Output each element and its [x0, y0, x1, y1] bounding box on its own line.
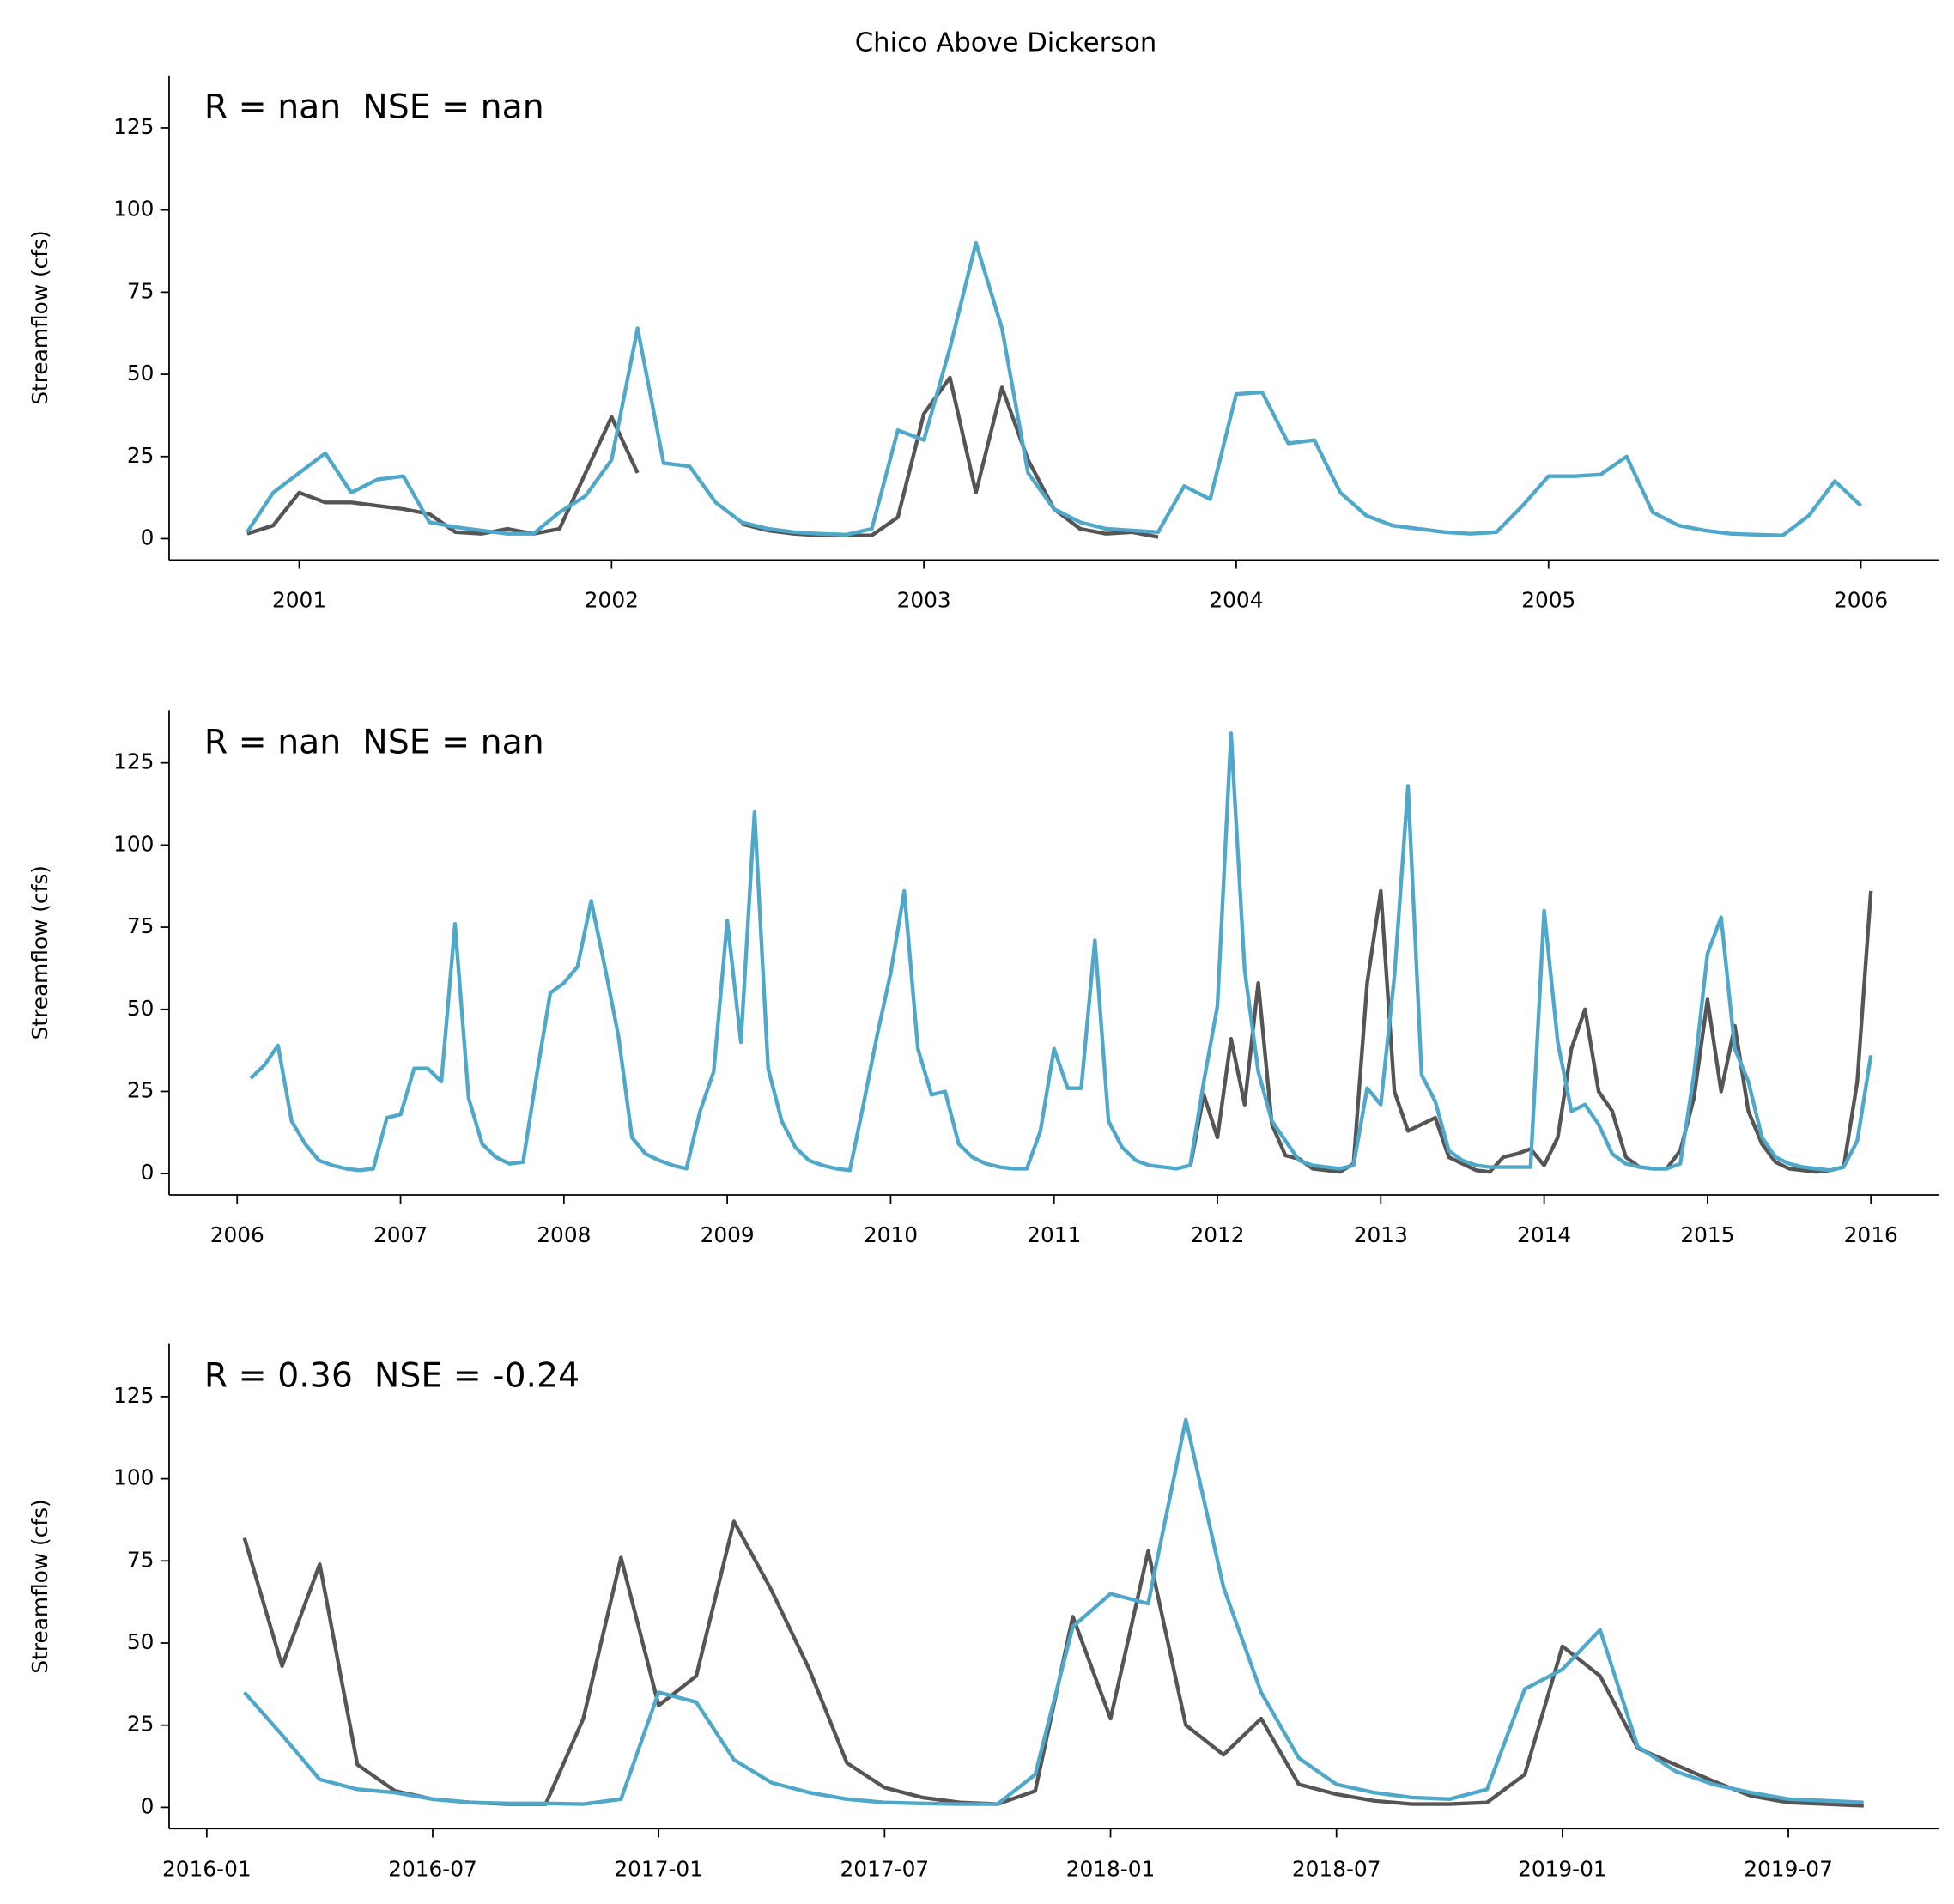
y-tick-label: 75	[127, 1547, 155, 1572]
x-tick-label: 2001	[272, 587, 326, 612]
x-tick-label: 2017-01	[614, 1856, 703, 1881]
annotation: R = nan NSE = nan	[204, 722, 544, 761]
y-tick-label: 0	[141, 1793, 155, 1818]
x-tick-label: 2004	[1209, 587, 1263, 612]
series-line	[243, 1417, 1864, 1806]
y-tick-label: 0	[141, 525, 155, 549]
y-tick-label: 50	[127, 1629, 155, 1654]
x-tick-label: 2002	[585, 587, 639, 612]
y-tick-label: 100	[113, 1465, 154, 1490]
x-tick-label: 2016-07	[388, 1856, 477, 1881]
annotation: R = 0.36 NSE = -0.24	[204, 1356, 580, 1396]
series-line	[246, 240, 1863, 537]
y-tick-label: 125	[113, 114, 154, 139]
series-line	[249, 731, 1873, 1173]
y-tick-label: 125	[113, 749, 154, 774]
y-axis-label: Streamflow (cfs)	[27, 230, 52, 404]
x-tick-label: 2003	[897, 587, 951, 612]
y-tick-label: 100	[113, 831, 154, 856]
x-tick-label: 2016-01	[162, 1856, 252, 1881]
x-tick-label: 2019-07	[1744, 1856, 1833, 1881]
y-tick-label: 100	[113, 197, 154, 221]
x-tick-label: 2019-01	[1518, 1856, 1607, 1881]
y-tick-label: 75	[127, 913, 155, 938]
x-tick-label: 2017-07	[840, 1856, 930, 1881]
y-tick-label: 50	[127, 996, 155, 1021]
y-tick-label: 25	[127, 1077, 155, 1102]
x-tick-label: 2015	[1680, 1222, 1734, 1247]
x-tick-label: 2009	[701, 1222, 755, 1247]
x-tick-label: 2006	[1834, 587, 1888, 612]
y-tick-label: 0	[141, 1160, 155, 1185]
x-tick-label: 2005	[1521, 587, 1575, 612]
chart-title: Chico Above Dickerson	[855, 28, 1157, 58]
x-tick-label: 2010	[864, 1222, 918, 1247]
x-tick-label: 2008	[537, 1222, 591, 1247]
y-axis-label: Streamflow (cfs)	[27, 1499, 52, 1673]
x-tick-label: 2018-01	[1066, 1856, 1156, 1881]
x-tick-label: 2006	[210, 1222, 264, 1247]
annotation: R = nan NSE = nan	[204, 88, 544, 127]
y-tick-label: 75	[127, 278, 155, 303]
x-tick-label: 2011	[1027, 1222, 1081, 1247]
y-axis-label: Streamflow (cfs)	[27, 865, 52, 1040]
y-tick-label: 50	[127, 361, 155, 385]
y-tick-label: 125	[113, 1383, 154, 1408]
y-tick-label: 25	[127, 443, 155, 468]
x-tick-label: 2012	[1190, 1222, 1244, 1247]
x-tick-label: 2013	[1354, 1222, 1408, 1247]
x-tick-label: 2018-07	[1292, 1856, 1381, 1881]
x-tick-label: 2007	[373, 1222, 428, 1247]
y-tick-label: 25	[127, 1712, 155, 1737]
x-tick-label: 2016	[1844, 1222, 1898, 1247]
x-tick-label: 2014	[1517, 1222, 1571, 1247]
